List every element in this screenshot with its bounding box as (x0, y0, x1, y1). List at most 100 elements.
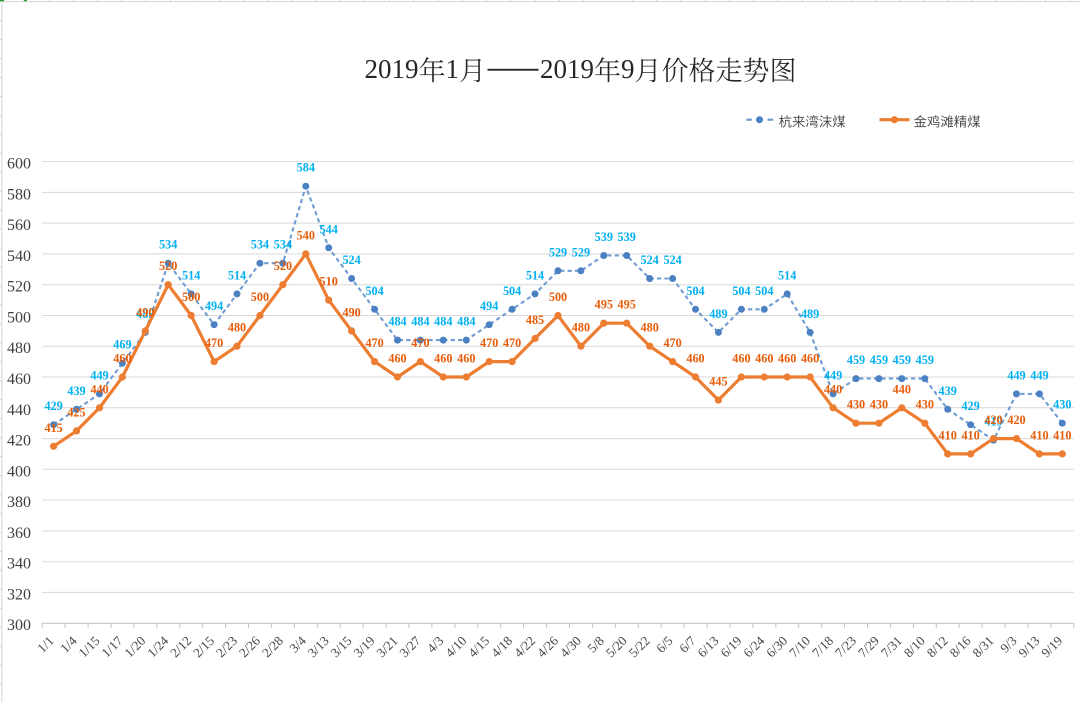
svg-text:4/22: 4/22 (511, 633, 538, 660)
svg-text:429: 429 (44, 399, 62, 413)
svg-text:7/31: 7/31 (878, 633, 905, 660)
svg-text:460: 460 (388, 352, 406, 366)
svg-text:425: 425 (67, 405, 85, 419)
svg-text:439: 439 (67, 384, 85, 398)
svg-text:410: 410 (939, 428, 957, 442)
svg-text:460: 460 (686, 352, 704, 366)
svg-text:420: 420 (7, 433, 31, 450)
svg-text:484: 484 (434, 315, 452, 329)
svg-text:440: 440 (7, 402, 31, 419)
svg-text:6/13: 6/13 (694, 633, 721, 660)
svg-text:430: 430 (1053, 398, 1071, 412)
svg-text:400: 400 (7, 463, 31, 480)
svg-text:504: 504 (732, 284, 750, 298)
svg-text:459: 459 (847, 353, 865, 367)
svg-text:2019: 2019 (365, 54, 419, 84)
svg-text:459: 459 (916, 353, 934, 367)
svg-text:504: 504 (503, 284, 521, 298)
svg-text:495: 495 (618, 298, 636, 312)
svg-text:534: 534 (274, 238, 292, 252)
svg-text:3/19: 3/19 (351, 633, 378, 660)
svg-text:500: 500 (182, 290, 200, 304)
svg-text:490: 490 (136, 305, 154, 319)
svg-text:504: 504 (365, 284, 383, 298)
svg-text:489: 489 (801, 307, 819, 321)
svg-text:360: 360 (7, 525, 31, 542)
svg-text:600: 600 (7, 156, 31, 173)
svg-text:4/10: 4/10 (442, 633, 469, 660)
svg-text:484: 484 (457, 315, 475, 329)
svg-text:439: 439 (939, 384, 957, 398)
svg-text:4/26: 4/26 (534, 633, 561, 660)
svg-text:490: 490 (342, 305, 360, 319)
svg-text:524: 524 (641, 253, 659, 267)
svg-text:9: 9 (621, 54, 635, 84)
svg-text:449: 449 (824, 368, 842, 382)
svg-text:520: 520 (274, 259, 292, 273)
svg-text:480: 480 (7, 340, 31, 357)
svg-text:1/1: 1/1 (34, 633, 57, 656)
svg-text:480: 480 (228, 321, 246, 335)
svg-text:480: 480 (572, 321, 590, 335)
svg-text:8/31: 8/31 (969, 633, 996, 660)
svg-text:529: 529 (572, 245, 590, 259)
svg-text:4/30: 4/30 (557, 633, 584, 660)
svg-text:340: 340 (7, 556, 31, 573)
svg-text:514: 514 (228, 268, 246, 282)
svg-text:300: 300 (7, 617, 31, 634)
svg-text:7/23: 7/23 (832, 633, 859, 660)
svg-text:449: 449 (90, 368, 108, 382)
svg-text:445: 445 (709, 375, 727, 389)
svg-text:3/27: 3/27 (396, 633, 423, 660)
svg-text:430: 430 (916, 398, 934, 412)
svg-text:480: 480 (641, 321, 659, 335)
svg-text:539: 539 (595, 230, 613, 244)
svg-text:1/17: 1/17 (98, 633, 125, 660)
svg-text:494: 494 (480, 299, 498, 313)
svg-text:440: 440 (824, 382, 842, 396)
svg-text:514: 514 (778, 268, 796, 282)
svg-text:8/12: 8/12 (924, 633, 951, 660)
svg-text:8/16: 8/16 (947, 633, 974, 660)
svg-text:460: 460 (801, 352, 819, 366)
svg-text:560: 560 (7, 217, 31, 234)
svg-text:5/22: 5/22 (626, 633, 653, 660)
svg-text:2/15: 2/15 (190, 633, 217, 660)
svg-text:494: 494 (205, 299, 223, 313)
svg-text:524: 524 (342, 253, 360, 267)
svg-text:460: 460 (113, 352, 131, 366)
svg-text:500: 500 (549, 290, 567, 304)
svg-text:420: 420 (1007, 413, 1025, 427)
svg-text:460: 460 (732, 352, 750, 366)
svg-text:539: 539 (618, 230, 636, 244)
svg-text:440: 440 (893, 382, 911, 396)
svg-text:470: 470 (411, 336, 429, 350)
svg-text:9/19: 9/19 (1038, 633, 1065, 660)
svg-text:484: 484 (411, 315, 429, 329)
svg-text:504: 504 (686, 284, 704, 298)
svg-text:430: 430 (847, 398, 865, 412)
svg-text:3/13: 3/13 (305, 633, 332, 660)
svg-text:2019: 2019 (540, 54, 594, 84)
svg-text:380: 380 (7, 494, 31, 511)
svg-text:1/15: 1/15 (75, 633, 102, 660)
svg-text:410: 410 (961, 428, 979, 442)
svg-text:524: 524 (663, 253, 681, 267)
svg-text:4/15: 4/15 (465, 633, 492, 660)
svg-text:470: 470 (205, 336, 223, 350)
svg-text:3/21: 3/21 (373, 633, 400, 660)
svg-text:470: 470 (365, 336, 383, 350)
svg-text:6/19: 6/19 (717, 633, 744, 660)
svg-text:540: 540 (7, 248, 31, 265)
svg-text:6/5: 6/5 (653, 633, 676, 656)
svg-text:470: 470 (503, 336, 521, 350)
svg-text:534: 534 (251, 238, 269, 252)
svg-text:1: 1 (446, 54, 460, 84)
svg-text:320: 320 (7, 586, 31, 603)
svg-text:514: 514 (526, 268, 544, 282)
svg-text:7/29: 7/29 (855, 633, 882, 660)
svg-text:460: 460 (7, 371, 31, 388)
svg-text:410: 410 (1053, 428, 1071, 442)
svg-text:510: 510 (320, 275, 338, 289)
svg-text:500: 500 (7, 310, 31, 327)
